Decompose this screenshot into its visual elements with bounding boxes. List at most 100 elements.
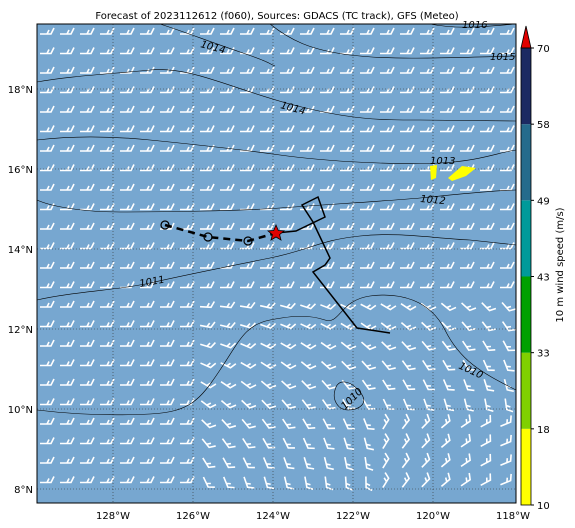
isobar [333,381,365,411]
lon-labels: 128°W 126°W 124°W 122°W 120°W 118°W [96,511,530,522]
wind-barb [239,301,256,309]
wind-barb [140,320,155,328]
wind-barb [460,105,475,113]
wind-barb [80,456,95,464]
wind-barb [360,105,375,113]
wind-barb [60,281,75,289]
wind-barb [440,27,455,35]
wind-barb [500,47,515,55]
lat-label: 12°N [8,325,33,336]
wind-barb [200,222,215,230]
wind-barb [120,144,135,152]
wind-barb [362,398,376,410]
wind-barb [280,105,295,113]
wind-barb [140,378,155,386]
wind-barb [442,359,456,371]
wind-barb [320,281,335,289]
wind-barb [482,340,496,352]
wind-barb [180,398,195,406]
colorbar-segment [521,428,531,505]
wind-barb [364,456,374,471]
wind-barb [360,66,375,74]
wind-barb [382,413,390,430]
isobar-label: 1013 [430,156,455,167]
wind-barb [300,66,315,74]
wind-barb [120,47,135,55]
wind-barb [200,281,215,289]
wind-barb [300,125,315,133]
wind-barb [60,86,75,94]
wind-barb [300,86,315,94]
wind-barb [220,399,237,409]
wind-barb [480,453,492,467]
wind-barb [380,322,397,331]
wind-barb [460,144,475,152]
lon-label: 122°W [336,511,370,522]
wind-barb [282,437,295,449]
wind-barb [220,86,235,94]
wind-barb [320,203,335,211]
wind-barb [440,222,455,230]
wind-barb [120,105,135,113]
track-point [203,232,213,242]
wind-barb [420,281,435,289]
wind-barb [421,340,436,351]
wind-barb [80,261,95,269]
wind-barb [240,380,257,389]
map-frame [36,23,517,504]
wind-barb [500,415,512,428]
wind-barb [462,359,475,371]
wind-barb [80,125,95,133]
wind-barb [480,86,495,94]
wind-barb [140,300,155,308]
wind-barb [220,281,235,289]
lat-label: 10°N [8,405,33,416]
wind-barb [300,323,317,330]
wind-barb [363,437,375,451]
wind-barb [320,303,337,310]
wind-barb [242,457,255,469]
wind-barb [420,47,435,55]
wind-barb [100,359,115,367]
wind-barb [400,105,415,113]
isobar [36,294,517,416]
wind-barb [200,342,216,349]
wind-barb [220,242,235,250]
wind-barb [180,437,195,445]
wind-barb [280,323,297,330]
wind-barb [242,438,256,449]
wind-barb [500,27,515,35]
wind-barb [363,418,375,431]
wind-barb [260,380,277,390]
wind-barb [240,222,255,230]
wind-barb [240,183,255,191]
wind-barb [440,125,455,133]
wind-barb [180,359,195,367]
wind-barb [140,398,155,406]
wind-barb [140,417,155,425]
wind-barb [304,476,314,491]
wind-barb [200,27,215,35]
wind-barb [480,164,495,172]
wind-barb [200,105,215,113]
wind-barb [100,47,115,55]
wind-barb [40,47,55,55]
wind-barb [60,359,75,367]
wind-barb [320,66,335,74]
wind-barb [480,183,495,191]
wind-barb [500,434,512,447]
wind-barb [160,203,175,211]
wind-barb [60,105,75,113]
wind-barb [322,418,336,430]
wind-barb [440,183,455,191]
wind-barb [120,242,135,250]
wind-barb [320,164,335,172]
wind-barb [400,27,415,35]
wind-barb [200,183,215,191]
colorbar-tick-label: 43 [537,273,550,284]
wind-barb [140,183,155,191]
wind-barb [300,361,317,370]
wind-barb [219,301,236,309]
wind-barb [360,261,375,269]
wind-barb [340,47,355,55]
